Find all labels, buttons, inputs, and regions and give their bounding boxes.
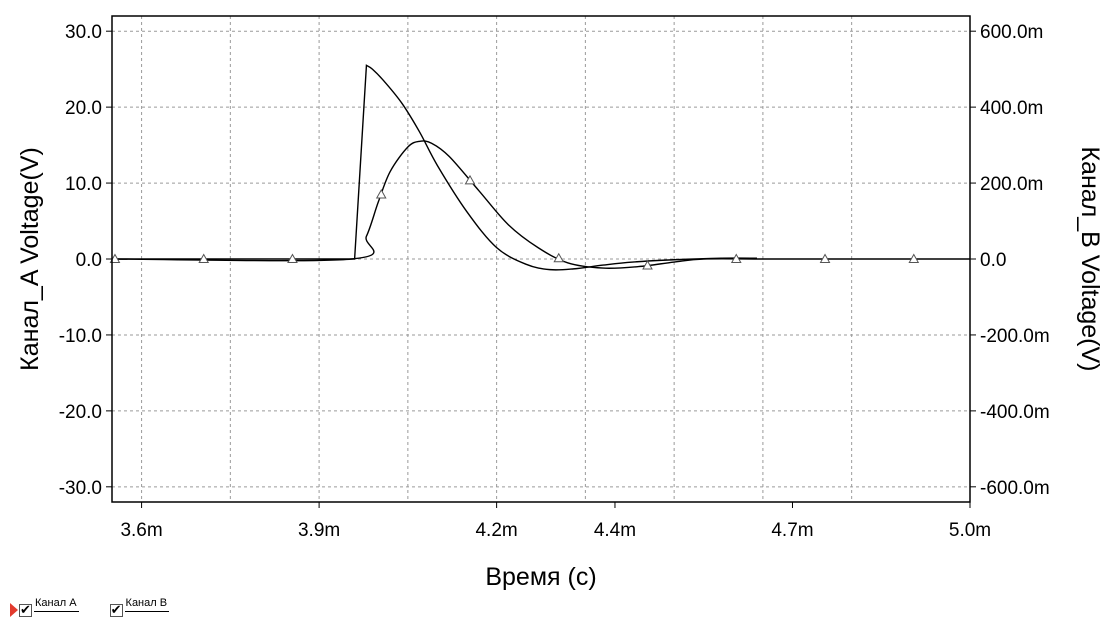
left-tick-label: -30.0 bbox=[59, 478, 102, 499]
x-tick-label: 5.0m bbox=[949, 520, 991, 541]
left-tick-label: -20.0 bbox=[59, 402, 102, 423]
legend-label-channel-b: Канал B bbox=[125, 598, 170, 612]
x-tick-label: 3.6m bbox=[120, 520, 162, 541]
left-tick-label: 20.0 bbox=[65, 98, 102, 119]
right-tick-label: 600.0m bbox=[980, 22, 1043, 43]
x-tick-labels: 3.6m 3.9m 4.2m 4.4m 4.7m 5.0m bbox=[120, 502, 991, 541]
right-tick-labels: 600.0m 400.0m 200.0m 0.0 -200.0m -400.0m -600.… bbox=[970, 22, 1050, 499]
left-tick-label: 0.0 bbox=[76, 250, 102, 271]
checkbox-channel-a[interactable]: ✔ bbox=[19, 604, 32, 617]
oscilloscope-chart: 30.0 20.0 10.0 0.0 -10.0 -20.0 -30.0 600.0m 400… bbox=[0, 0, 1100, 600]
left-tick-labels: 30.0 20.0 10.0 0.0 -10.0 -20.0 -30.0 bbox=[59, 22, 112, 499]
legend-item-channel-a[interactable]: ✔ Канал A bbox=[10, 598, 79, 617]
x-tick-label: 4.7m bbox=[771, 520, 813, 541]
right-tick-label: 0.0 bbox=[980, 250, 1006, 271]
legend-label-channel-a: Канал A bbox=[34, 598, 79, 612]
left-tick-label: -10.0 bbox=[59, 326, 102, 347]
left-axis-title: Канал_A Voltage(V) bbox=[16, 147, 44, 371]
left-tick-label: 10.0 bbox=[65, 174, 102, 195]
right-tick-label: -600.0m bbox=[980, 478, 1050, 499]
right-tick-label: -400.0m bbox=[980, 402, 1050, 423]
marker-layer bbox=[110, 176, 918, 269]
left-tick-label: 30.0 bbox=[65, 22, 102, 43]
right-tick-label: 400.0m bbox=[980, 98, 1043, 119]
legend: ✔ Канал A ✔ Канал B bbox=[10, 598, 191, 622]
x-axis-title: Время (c) bbox=[485, 563, 596, 591]
right-tick-label: 200.0m bbox=[980, 174, 1043, 195]
right-tick-label: -200.0m bbox=[980, 326, 1050, 347]
x-tick-label: 4.2m bbox=[475, 520, 517, 541]
checkbox-channel-b[interactable]: ✔ bbox=[110, 604, 123, 617]
triangle-marker bbox=[377, 190, 386, 198]
series-line-channel-a bbox=[112, 65, 757, 270]
x-tick-label: 4.4m bbox=[594, 520, 636, 541]
series-line-channel-b bbox=[112, 141, 970, 268]
x-tick-label: 3.9m bbox=[298, 520, 340, 541]
selected-marker-icon bbox=[10, 603, 18, 617]
trace-layer bbox=[112, 65, 970, 270]
right-axis-title: Канал_B Voltage(V) bbox=[1076, 146, 1100, 371]
legend-item-channel-b[interactable]: ✔ Канал B bbox=[101, 598, 170, 617]
